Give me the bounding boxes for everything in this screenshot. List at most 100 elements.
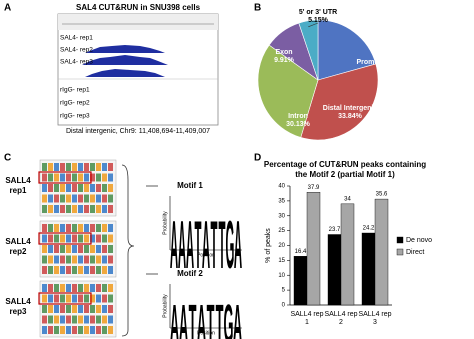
logo-glyph [54,266,59,274]
logo-glyph [96,194,101,203]
logo-glyph [72,234,77,243]
pie-label: Exon [275,49,292,56]
logo-glyph [78,255,83,264]
logo-letter: A [233,294,242,339]
y-tick-label: 20 [278,243,285,249]
logo-glyph [66,205,71,213]
logo-glyph [42,245,47,253]
logo-glyph [102,163,107,171]
motif-name: Motif 2 [177,269,203,278]
logo-y-label: Probability [162,294,168,318]
logo-letter: A [234,208,242,283]
pie-slice [298,19,319,81]
logo-glyph [72,284,77,292]
value-label: 37.9 [308,185,320,191]
logo-glyph [54,163,59,171]
logo-glyph [54,315,59,324]
logo-glyph [78,163,83,171]
pie-slice [317,19,377,81]
logo-letter: A [170,208,178,283]
logo-x-label: Position [197,330,215,336]
logo-glyph [54,294,59,303]
logo-glyph [54,205,59,213]
legend-label: De novo [406,237,432,244]
logo-glyph [90,315,95,324]
y-tick-label: 25 [278,228,285,234]
motif-name: Motif 1 [177,181,203,190]
legend-swatch [396,236,404,244]
peak [82,55,168,65]
logo-glyph [42,266,47,274]
bar [340,203,355,306]
logo-glyph [66,234,71,243]
logo-glyph [96,173,101,182]
logo-glyph [72,315,77,324]
logo-glyph [90,284,95,292]
logo-glyph [54,255,59,264]
logo-glyph [48,234,53,243]
logo-glyph [78,173,83,182]
logo-glyph [78,194,83,203]
logo-glyph [90,245,95,253]
logo-glyph [90,294,95,303]
track-label: rIgG- rep3 [60,113,90,120]
logo-letter: A [170,294,179,339]
logo-glyph [60,184,65,192]
logo-glyph [60,163,65,171]
logo-glyph [84,305,89,313]
track-label: SAL4- rep3 [60,59,93,66]
logo-glyph [72,205,77,213]
logo-glyph [102,173,107,182]
logo-glyph [78,234,83,243]
logo-y-label: Probability [162,211,168,235]
logo-glyph [66,326,71,334]
logo-glyph [102,234,107,243]
logo-glyph [108,245,113,253]
logo-glyph [108,266,113,274]
bar [374,198,389,306]
panel-title: SAL4 CUT&RUN in SNU398 cells [76,3,201,12]
leader-line [308,22,319,28]
logo-glyph [90,205,95,213]
logo-letter: T [195,208,202,283]
logo-glyph [108,173,113,182]
sample-label: SALL4 rep3 [5,297,31,316]
logo-glyph [96,284,101,292]
highlight-box [38,232,92,245]
logo-glyph [60,234,65,243]
logo-glyph [108,255,113,264]
logo-glyph [42,184,47,192]
logo-glyph [84,205,89,213]
logo-glyph [48,284,53,292]
value-label: 16.4 [295,249,307,255]
logo-glyph [78,245,83,253]
logo-letter: A [186,208,194,283]
logo-glyph [84,184,89,192]
logo-glyph [60,194,65,203]
logo-glyph [96,205,101,213]
logo-glyph [96,294,101,303]
logo-glyph [96,234,101,243]
value-label: 34 [344,196,351,202]
logo-glyph [60,245,65,253]
logo-glyph [78,184,83,192]
logo-glyph [54,245,59,253]
logo-glyph [90,184,95,192]
logo-glyph [108,194,113,203]
logo-glyph [48,266,53,274]
logo-glyph [42,224,47,232]
logo-glyph [108,184,113,192]
track-label: rIgG- rep2 [60,100,90,107]
browser-frame [57,13,219,126]
logo-glyph [96,315,101,324]
logo-glyph [90,173,95,182]
logo-glyph [66,224,71,232]
chart-title: Percentage of CUT&RUN peaks containing t… [263,160,427,179]
logo-glyph [102,205,107,213]
logo-glyph [102,305,107,313]
logo-glyph [108,234,113,243]
logo-glyph [66,184,71,192]
logo-glyph [72,173,77,182]
logo-glyph [96,184,101,192]
logo-glyph [54,284,59,292]
